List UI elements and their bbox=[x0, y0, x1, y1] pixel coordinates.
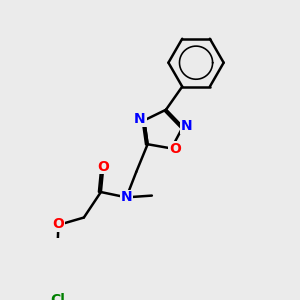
Text: Cl: Cl bbox=[50, 293, 65, 300]
Text: O: O bbox=[97, 160, 109, 173]
Text: O: O bbox=[52, 217, 64, 231]
Text: N: N bbox=[134, 112, 146, 126]
Text: N: N bbox=[121, 190, 132, 204]
Text: N: N bbox=[181, 119, 192, 134]
Text: O: O bbox=[169, 142, 181, 156]
